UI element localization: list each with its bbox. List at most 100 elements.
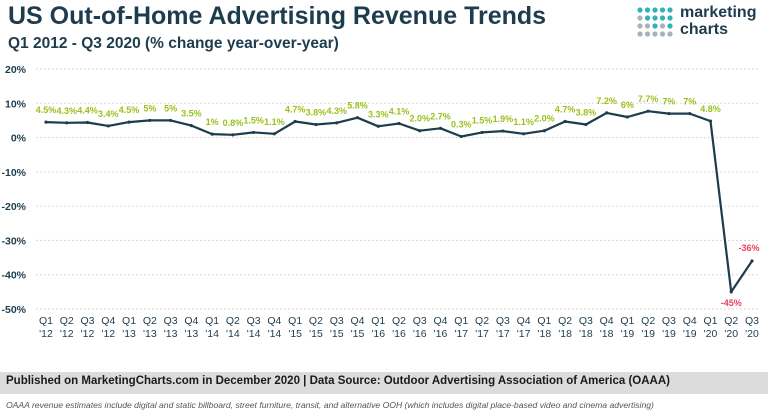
- x-tick-label: '15: [309, 328, 323, 340]
- x-tick-label: '18: [538, 328, 552, 340]
- data-point: [729, 290, 733, 294]
- logo-dot: [652, 31, 658, 37]
- data-label: 2.0%: [534, 114, 555, 124]
- x-tick-label: '19: [662, 328, 676, 340]
- x-tick-label: Q2: [558, 315, 572, 327]
- data-point: [501, 129, 505, 133]
- logo-line-2: charts: [680, 21, 729, 38]
- data-point: [667, 111, 671, 116]
- data-label: 2.7%: [430, 111, 451, 121]
- data-point: [397, 121, 401, 126]
- x-tick-label: '20: [704, 328, 718, 340]
- data-label: 1.9%: [493, 114, 514, 124]
- logo-dot: [659, 7, 666, 13]
- x-tick-label: '15: [330, 328, 344, 340]
- logo-dot: [667, 31, 673, 37]
- line-chart: 20%10%0%-10%-20%-30%-40%-50%Q1'12Q2'12Q3…: [1, 64, 759, 340]
- data-label: 0.8%: [223, 118, 244, 128]
- data-point: [65, 121, 69, 125]
- data-label: 6%: [621, 100, 634, 110]
- x-tick-label: '12: [39, 328, 53, 340]
- data-label: 5%: [143, 103, 156, 113]
- x-tick-label: '12: [81, 328, 95, 340]
- x-tick-label: Q4: [517, 315, 531, 327]
- x-tick-label: Q1: [122, 315, 136, 327]
- x-tick-label: '16: [371, 328, 385, 340]
- x-tick-label: Q2: [724, 315, 738, 327]
- x-tick-label: '16: [392, 328, 406, 340]
- x-tick-label: Q1: [620, 315, 634, 327]
- data-label: 2.0%: [410, 114, 431, 124]
- logo-dot: [637, 7, 643, 13]
- data-point: [418, 129, 422, 133]
- data-label: 3.5%: [181, 109, 202, 119]
- x-tick-label: Q3: [413, 315, 427, 327]
- x-tick-label: '16: [413, 328, 427, 340]
- x-tick-label: Q3: [579, 315, 593, 327]
- data-point: [85, 120, 90, 125]
- data-point: [127, 120, 131, 124]
- data-label: 3.4%: [98, 109, 119, 119]
- logo-dot: [659, 15, 666, 21]
- x-tick-label: Q2: [475, 315, 489, 327]
- data-point: [646, 109, 650, 113]
- logo-dot: [637, 15, 643, 21]
- x-tick-label: Q4: [350, 315, 364, 327]
- data-label: 0.3%: [451, 120, 472, 130]
- x-tick-label: Q2: [226, 315, 240, 327]
- x-tick-label: '18: [558, 328, 572, 340]
- data-point: [605, 111, 609, 115]
- y-tick-label: 10%: [5, 98, 27, 110]
- data-point: [106, 124, 110, 128]
- data-point: [438, 126, 443, 130]
- footnote: OAAA revenue estimates include digital a…: [6, 400, 654, 410]
- x-tick-label: Q4: [434, 315, 448, 327]
- data-point: [231, 133, 235, 137]
- logo-dot: [659, 31, 666, 37]
- x-tick-label: '19: [641, 328, 655, 340]
- data-label: 5%: [164, 103, 177, 113]
- x-tick-label: '20: [745, 328, 759, 340]
- logo-dot: [667, 15, 673, 21]
- logo-dots-icon: [637, 7, 673, 37]
- data-label: 4.8%: [700, 104, 721, 114]
- y-tick-label: -40%: [1, 270, 26, 282]
- series-line: [45, 110, 753, 293]
- logo-dot: [644, 23, 651, 29]
- data-point: [542, 129, 546, 133]
- data-point: [148, 118, 152, 123]
- x-tick-label: Q3: [662, 315, 676, 327]
- data-label: 7%: [662, 97, 675, 107]
- x-tick-label: '16: [434, 328, 448, 340]
- data-label: 1%: [206, 117, 219, 127]
- x-tick-label: Q3: [330, 315, 344, 327]
- x-tick-label: '18: [600, 328, 614, 340]
- y-tick-label: 0%: [11, 133, 27, 145]
- data-label: 7%: [683, 97, 696, 107]
- x-tick-label: Q2: [641, 315, 655, 327]
- data-point: [750, 259, 754, 263]
- data-label: 4.7%: [285, 104, 306, 114]
- x-tick-label: '17: [454, 328, 468, 340]
- x-tick-label: Q4: [184, 315, 198, 327]
- data-label: 1.5%: [243, 115, 264, 125]
- x-tick-label: Q1: [39, 315, 53, 327]
- x-tick-label: '13: [164, 328, 178, 340]
- x-tick-label: '14: [226, 328, 240, 340]
- x-tick-label: Q3: [81, 315, 95, 327]
- x-tick-label: '14: [247, 328, 261, 340]
- y-tick-label: -50%: [1, 304, 26, 316]
- x-tick-label: Q2: [392, 315, 406, 327]
- logo-dot: [637, 31, 643, 37]
- x-tick-label: Q2: [60, 315, 74, 327]
- data-point: [293, 119, 297, 124]
- data-label: 1.1%: [513, 117, 534, 127]
- y-tick-label: -30%: [1, 235, 26, 247]
- x-tick-label: '13: [185, 328, 199, 340]
- logo-dot: [652, 23, 658, 29]
- chart-title: US Out-of-Home Advertising Revenue Trend…: [8, 2, 547, 30]
- data-point: [688, 111, 692, 116]
- data-label: 3.8%: [576, 108, 597, 118]
- data-label: 4.5%: [119, 105, 140, 115]
- x-tick-label: Q2: [143, 315, 157, 327]
